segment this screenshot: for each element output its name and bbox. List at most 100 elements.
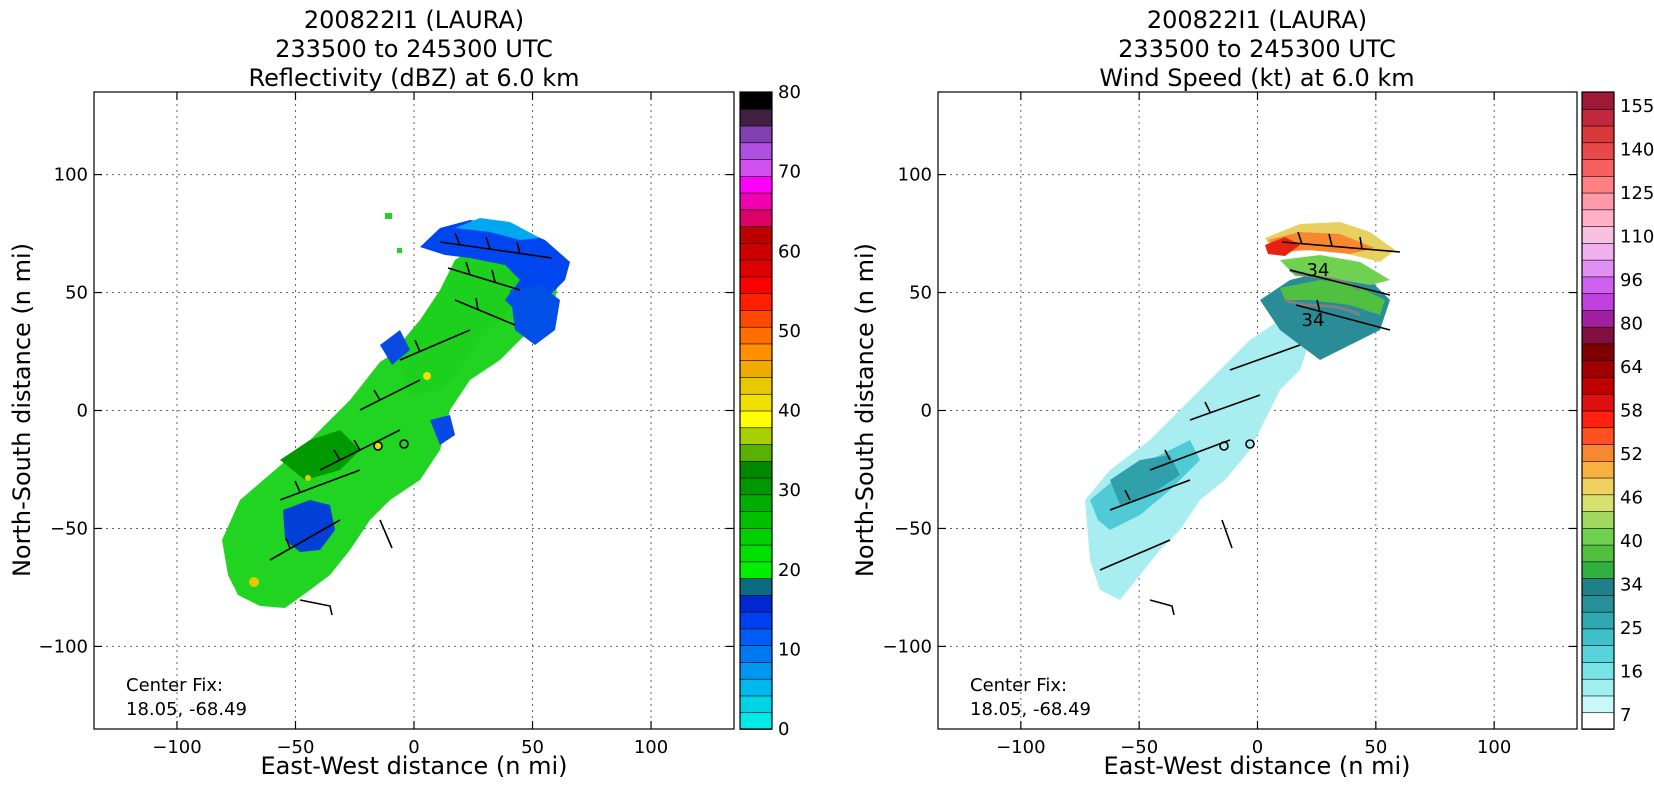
colorbar-segment [739, 611, 773, 630]
wind-barb [379, 519, 393, 549]
center-marker [399, 439, 409, 449]
colorbar-segment [1581, 544, 1615, 563]
center-marker [1245, 439, 1255, 449]
colorbar-segment [1581, 426, 1615, 445]
colorbar-segment [1581, 276, 1615, 294]
colorbar-tick-label: 20 [778, 560, 801, 581]
y-tick-label: 50 [65, 283, 88, 304]
center-fix-label: Center Fix: [970, 675, 1067, 696]
colorbar-segment [739, 510, 773, 529]
colorbar-segment [739, 225, 773, 244]
colorbar-tick-label: 60 [778, 241, 801, 262]
echo-yellow-spot [305, 475, 311, 481]
center-fix-value: 18.05, -68.49 [126, 699, 247, 720]
wind-barb [399, 329, 471, 361]
colorbar-segment [1581, 359, 1615, 378]
wind-barb [319, 429, 401, 471]
colorbar-segment [1581, 192, 1615, 211]
y-tick-label: −50 [894, 518, 932, 539]
colorbar-segment [739, 343, 773, 362]
wind-barb [299, 599, 333, 616]
colorbar-segment [1581, 661, 1615, 680]
echo-cyan-cap [455, 218, 540, 240]
colorbar-segment [1581, 259, 1615, 278]
colorbar-tick-label: 25 [1620, 618, 1643, 639]
colorbar-segment [739, 292, 773, 311]
colorbar-segment [1581, 292, 1615, 311]
wind-barbs [269, 232, 553, 616]
colorbar-segment [1581, 343, 1615, 362]
chart-title-line-2: 233500 to 245300 UTC [275, 35, 553, 63]
echo-blue-east [510, 285, 560, 345]
colorbar-segment [739, 141, 773, 160]
colorbar-segment [1581, 443, 1615, 462]
colorbar-tick-label: 96 [1620, 270, 1643, 291]
colorbar-frame [1581, 91, 1615, 730]
contour-label: 34 [1307, 260, 1330, 281]
center-marker [373, 441, 383, 451]
colorbar-tick-label: 40 [1620, 531, 1643, 552]
wind-speed-colorbar: 7 16 25 34 40 46 52 58 64 80 96 110 125 140 155 [1581, 91, 1654, 730]
colorbar-segment [1581, 376, 1615, 395]
colorbar-segment [1581, 477, 1615, 496]
y-tick-label: 100 [54, 165, 88, 186]
reflectivity-panel: 200822I1 (LAURA) 233500 to 245300 UTC Re… [8, 6, 801, 780]
x-tick-label: 100 [634, 737, 668, 758]
x-tick-label: −100 [996, 737, 1045, 758]
colorbar-segment [739, 158, 773, 177]
x-tick-label: −50 [1120, 737, 1158, 758]
y-axis-label: North-South distance (n mi) [8, 243, 36, 577]
colorbar-segment [1581, 225, 1615, 244]
wind-barb [1099, 539, 1171, 571]
chart-title-line-2: 233500 to 245300 UTC [1118, 35, 1396, 63]
colorbar-segment [739, 711, 773, 730]
colorbar-segment [739, 544, 773, 563]
colorbar-segment [739, 594, 773, 613]
colorbar-segment [739, 477, 773, 496]
colorbar-segment [1581, 494, 1615, 512]
colorbar-segment [739, 359, 773, 378]
colorbar-tick-label: 70 [778, 162, 801, 183]
colorbar-segment [739, 242, 773, 261]
colorbar-segment [1581, 678, 1615, 697]
contour-label: 34 [1302, 310, 1325, 331]
colorbar-segment [739, 209, 773, 227]
echo-blue-center [430, 415, 455, 445]
colorbar-tick-label: 110 [1620, 227, 1654, 248]
echo-yellow-spot [374, 442, 382, 450]
colorbar-segment [739, 577, 773, 596]
colorbar-tick-label: 10 [778, 639, 801, 660]
echo-yellow-spot [423, 372, 431, 380]
chart-title-line-1: 200822I1 (LAURA) [304, 6, 524, 34]
colorbar-tick-label: 52 [1620, 444, 1643, 465]
colorbar-tick-label: 16 [1620, 662, 1643, 683]
colorbar-segment [1581, 561, 1615, 579]
echo-yellow-spot [249, 577, 259, 587]
colorbar-segment [1581, 628, 1615, 646]
colorbar-frame [739, 91, 773, 730]
axis-ticks: −100 −50 0 50 100 100 50 0 −50 −100 [39, 92, 734, 758]
colorbar-segment [1581, 108, 1615, 127]
colorbar-segment [739, 644, 773, 663]
echo-speck [385, 213, 392, 219]
colorbar-segment [1581, 510, 1615, 529]
colorbar-segment [1581, 242, 1615, 261]
echo-blue-sw [283, 500, 335, 552]
x-tick-label: −100 [152, 737, 201, 758]
y-tick-label: 50 [909, 283, 932, 304]
y-tick-label: −100 [883, 636, 932, 657]
colorbar-segment [1581, 460, 1615, 479]
colorbar-segment [739, 661, 773, 680]
colorbar-segment [1581, 209, 1615, 227]
colorbar-segment [1581, 175, 1615, 194]
colorbar-tick-label: 0 [778, 719, 789, 740]
wind-red-core [1265, 237, 1300, 256]
wind-barb [1149, 599, 1175, 616]
wind-teal-west [1110, 455, 1180, 505]
wind-barb [1229, 344, 1301, 371]
center-marker [1219, 441, 1229, 451]
x-tick-label: 100 [1477, 737, 1511, 758]
wind-barb [1109, 479, 1191, 511]
colorbar-segment [739, 426, 773, 445]
colorbar-tick-label: 7 [1620, 705, 1631, 726]
